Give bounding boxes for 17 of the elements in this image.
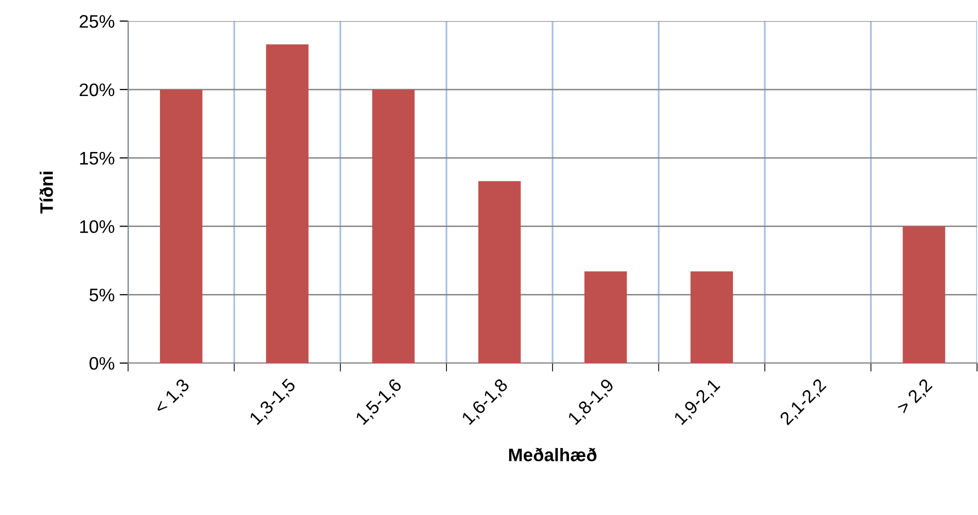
y-tick-label: 15% bbox=[80, 152, 114, 165]
bar bbox=[690, 271, 733, 364]
y-axis-title: Tíðni bbox=[40, 172, 53, 214]
y-tick-label: 25% bbox=[80, 15, 114, 28]
y-tick-label: 10% bbox=[80, 220, 114, 234]
y-tick-label: 5% bbox=[90, 288, 114, 302]
bar bbox=[584, 271, 627, 364]
y-tick-label: 0% bbox=[90, 357, 114, 370]
bar bbox=[160, 90, 202, 364]
bar bbox=[478, 181, 521, 364]
x-tick-label: < 1,3 bbox=[153, 378, 192, 416]
bar bbox=[372, 90, 415, 364]
x-axis-title: Meðalhæð bbox=[509, 448, 597, 462]
bar bbox=[266, 44, 309, 364]
x-tick-label: > 2,2 bbox=[896, 378, 934, 416]
y-tick-label: 20% bbox=[80, 83, 114, 96]
bar bbox=[902, 226, 946, 364]
